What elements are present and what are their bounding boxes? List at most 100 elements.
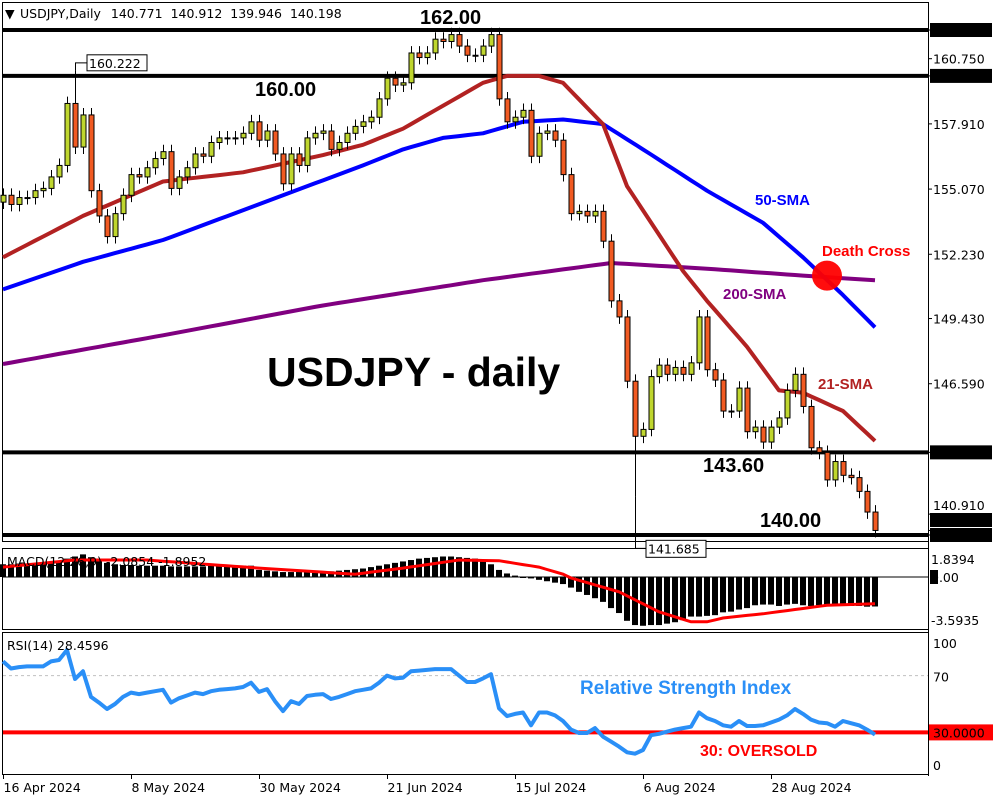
low-callout-text: 141.685 xyxy=(648,541,700,556)
candle xyxy=(448,27,455,49)
candle xyxy=(560,133,567,182)
candle xyxy=(192,147,199,175)
candle-body xyxy=(408,52,415,84)
rsi-axis-label: 30.0000 xyxy=(933,725,985,740)
macd-bar xyxy=(448,556,454,577)
macd-bar xyxy=(232,565,238,577)
candle-body xyxy=(256,121,263,141)
macd-bar xyxy=(192,566,198,577)
date-label: 21 Jun 2024 xyxy=(388,780,463,795)
candle-body xyxy=(80,114,87,148)
candle-body xyxy=(488,34,495,47)
macd-bar xyxy=(504,573,510,577)
sma200-line xyxy=(2,261,876,366)
candle-body xyxy=(8,194,15,205)
candle xyxy=(520,103,527,125)
macd-bar xyxy=(600,577,606,602)
price-label: 162.000 xyxy=(933,23,985,38)
candle xyxy=(696,310,703,370)
candle xyxy=(184,160,191,184)
candle-body xyxy=(400,82,407,86)
macd-bar xyxy=(40,562,46,577)
macd-bar xyxy=(712,577,718,616)
candle-body xyxy=(24,197,31,200)
price-label: 155.070 xyxy=(933,182,985,197)
candle-body xyxy=(504,98,511,123)
candle-body xyxy=(240,132,247,139)
candle xyxy=(544,124,551,141)
date-axis: 16 Apr 2024 8 May 2024 30 May 2024 21 Jun 2… xyxy=(3,775,852,795)
candle-body xyxy=(272,130,279,155)
macd-bar xyxy=(424,557,430,577)
candle xyxy=(280,147,287,191)
rsi-title: Relative Strength Index xyxy=(580,678,792,699)
candle xyxy=(872,505,879,538)
macd-bar xyxy=(176,566,182,577)
macd-bar xyxy=(408,560,414,577)
candle xyxy=(112,206,119,244)
candle-body xyxy=(600,210,607,242)
candle-body xyxy=(136,174,143,178)
macd-bar xyxy=(840,577,846,606)
candle xyxy=(856,470,863,499)
candle xyxy=(704,310,711,377)
date-label: 28 Aug 2024 xyxy=(772,780,852,795)
candle-body xyxy=(800,373,807,407)
candle-body xyxy=(632,380,639,437)
macd-bar xyxy=(248,565,254,577)
macd-bar xyxy=(816,577,822,606)
macd-bar xyxy=(440,556,446,577)
candle xyxy=(336,135,343,157)
candle-body xyxy=(112,213,119,238)
header-close: 140.198 xyxy=(290,6,342,21)
candle xyxy=(768,420,775,449)
candle xyxy=(48,170,55,196)
macd-bar xyxy=(768,577,774,605)
macd-bar xyxy=(320,571,326,577)
low-callout-box xyxy=(645,539,707,558)
candle xyxy=(720,373,727,418)
price-label: 157.910 xyxy=(933,117,985,132)
price-label-bg xyxy=(930,445,992,460)
macd-bar xyxy=(680,577,686,621)
death-cross-label: Death Cross xyxy=(822,243,910,260)
candle xyxy=(600,204,607,249)
candle xyxy=(312,126,319,145)
candle-body xyxy=(792,373,799,391)
macd-bar xyxy=(864,577,870,607)
macd-bar xyxy=(120,564,126,577)
candle xyxy=(552,124,559,148)
candle xyxy=(320,124,327,141)
candle-body xyxy=(144,167,151,178)
candle-body xyxy=(712,369,719,381)
macd-bar xyxy=(152,565,158,577)
candle-body xyxy=(824,451,831,481)
candle-body xyxy=(232,137,239,140)
collapse-triangle-icon[interactable]: ▼ xyxy=(5,6,15,21)
candle-body xyxy=(56,164,63,178)
macd-bar xyxy=(216,565,222,577)
chart-header: USDJPY,Daily 140.771 140.912 139.946 140… xyxy=(20,6,342,21)
candle xyxy=(488,27,495,53)
macd-label: MACD(12,26,9) -2.0854 -1.8952 xyxy=(7,554,206,569)
candle-body xyxy=(680,366,687,375)
candle xyxy=(792,367,799,398)
macd-bar xyxy=(752,577,758,606)
candle xyxy=(608,234,615,308)
candle-body xyxy=(64,102,71,166)
macd-bar xyxy=(552,577,558,583)
candle xyxy=(672,360,679,382)
candle-body xyxy=(664,364,671,375)
macd-bar xyxy=(568,577,574,588)
candle-body xyxy=(496,34,503,100)
candle-body xyxy=(448,34,455,42)
candle xyxy=(224,131,231,145)
macd-bar xyxy=(536,577,542,580)
price-label: 140.910 xyxy=(933,498,985,513)
macd-bar xyxy=(496,569,502,577)
candle xyxy=(848,468,855,485)
macd-bar xyxy=(488,564,494,577)
macd-bar xyxy=(432,557,438,577)
level-label-160: 160.00 xyxy=(255,79,316,101)
candle xyxy=(472,48,479,63)
